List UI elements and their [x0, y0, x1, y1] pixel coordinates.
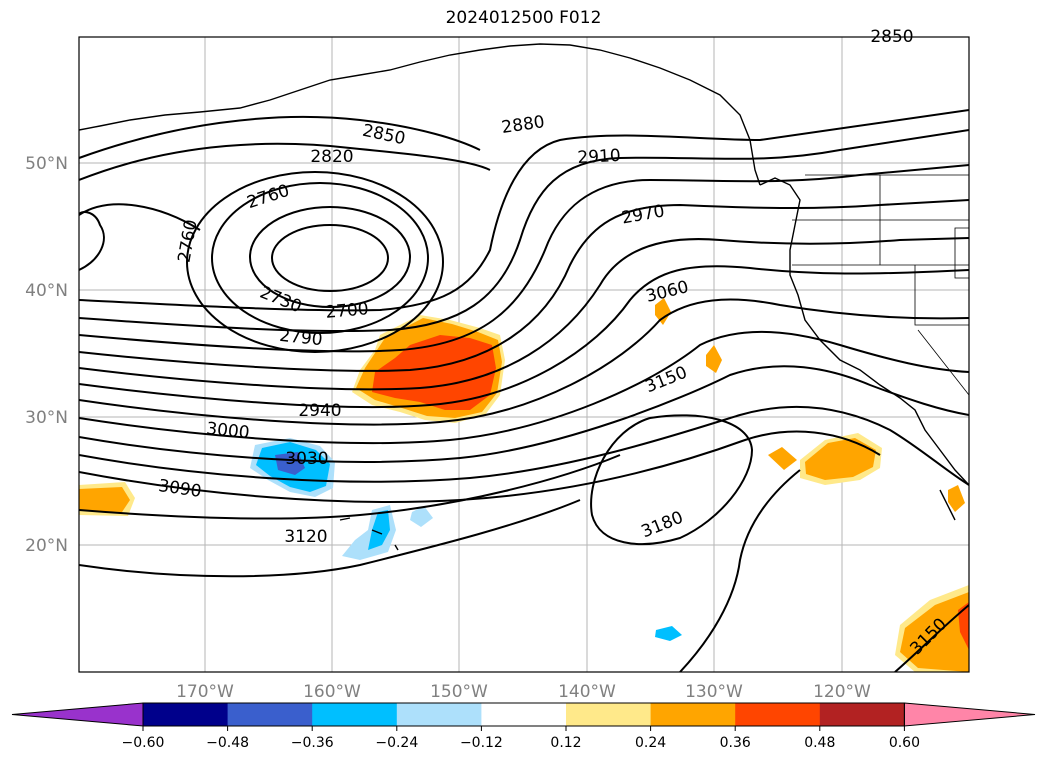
- contour-label: 3180: [639, 508, 687, 543]
- map-title: 2024012500 F012: [445, 8, 602, 28]
- lat-label: 30°N: [25, 408, 68, 428]
- lon-label: 170°W: [176, 682, 234, 702]
- contour-label: 3090: [157, 476, 203, 502]
- colorbar: −0.60 −0.48 −0.36 −0.24 −0.12 0.12 0.24 0.36 0.4…: [11, 702, 1036, 751]
- contour-label: 2820: [310, 147, 353, 167]
- contour-label: 2910: [577, 146, 621, 168]
- colorbar-extend-min: [11, 702, 144, 727]
- longitude-labels: 170°W 160°W 150°W 140°W 130°W 120°W: [176, 682, 871, 702]
- colorbar-segment: [227, 703, 313, 726]
- colorbar-tick-label: 0.36: [720, 735, 751, 751]
- colorbar-segment: [312, 703, 398, 726]
- contour-label: 2730: [257, 283, 305, 318]
- contour-label: 2850: [361, 121, 407, 150]
- latitude-labels: 50°N 40°N 30°N 20°N: [25, 154, 68, 556]
- state-boundaries: [792, 174, 969, 396]
- height-contours: [79, 109, 969, 672]
- colorbar-segment: [566, 703, 652, 726]
- map-frame: [78, 36, 970, 673]
- colorbar-segment: [396, 703, 482, 726]
- colorbar-tick-label: −0.24: [375, 735, 418, 751]
- colorbar-tick-label: 0.24: [635, 735, 666, 751]
- contour-label: 2760: [245, 181, 292, 213]
- lon-label: 140°W: [558, 682, 616, 702]
- lat-label: 20°N: [25, 536, 68, 556]
- colorbar-segment: [481, 703, 567, 726]
- colorbar-tick-label: −0.60: [122, 735, 165, 751]
- lat-label: 50°N: [25, 154, 68, 174]
- colorbar-segment: [650, 703, 736, 726]
- lon-label: 120°W: [813, 682, 871, 702]
- lat-label: 40°N: [25, 281, 68, 301]
- colorbar-tick-label: 0.48: [804, 735, 835, 751]
- colorbar-tick-label: 0.12: [550, 735, 581, 751]
- shaded-anomaly: [79, 298, 969, 672]
- colorbar-frame: [142, 702, 905, 727]
- contour-label: 2940: [298, 401, 341, 421]
- colorbar-tick-label: −0.36: [291, 735, 334, 751]
- colorbar-segment: [143, 703, 229, 726]
- colorbar-segment: [735, 703, 821, 726]
- lon-label: 130°W: [685, 682, 743, 702]
- contour-label: 3030: [285, 449, 328, 469]
- colorbar-tick-label: 0.60: [889, 735, 920, 751]
- contour-label: 2790: [278, 326, 323, 350]
- lon-label: 160°W: [303, 682, 361, 702]
- colorbar-tick-label: −0.48: [206, 735, 249, 751]
- contour-label: 2700: [325, 299, 370, 323]
- contour-label: 2880: [500, 112, 546, 138]
- contour-label: 3120: [284, 527, 327, 547]
- contour-label: 3000: [205, 419, 250, 443]
- lon-label: 150°W: [430, 682, 488, 702]
- colorbar-segment: [819, 703, 905, 726]
- colorbar-extend-max: [903, 702, 1036, 727]
- contour-label: 2760: [174, 218, 201, 264]
- contour-label: 2970: [620, 201, 666, 228]
- colorbar-tick-label: −0.12: [460, 735, 503, 751]
